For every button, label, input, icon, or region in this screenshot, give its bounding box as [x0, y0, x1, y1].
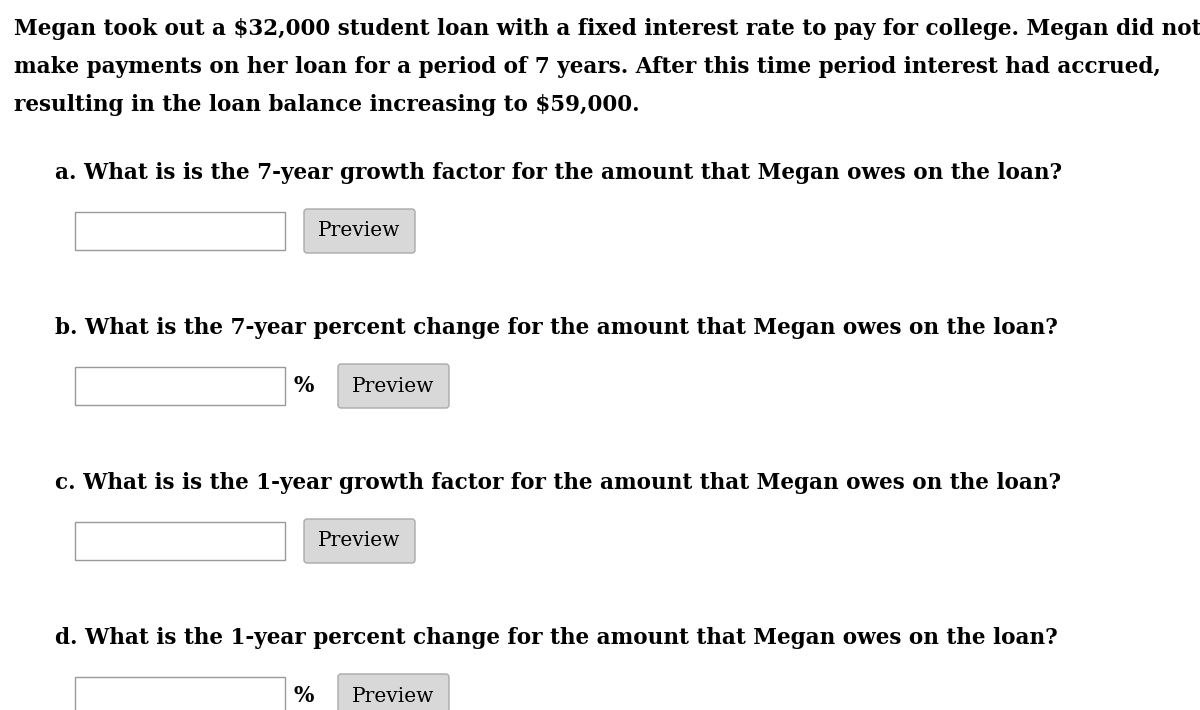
Text: %: %	[293, 685, 313, 707]
Text: Preview: Preview	[318, 532, 401, 550]
FancyBboxPatch shape	[74, 677, 286, 710]
Text: c. What is is the 1-year growth factor for the amount that Megan owes on the loa: c. What is is the 1-year growth factor f…	[55, 472, 1061, 494]
Text: b. What is the 7-year percent change for the amount that Megan owes on the loan?: b. What is the 7-year percent change for…	[55, 317, 1058, 339]
Text: a. What is is the 7-year growth factor for the amount that Megan owes on the loa: a. What is is the 7-year growth factor f…	[55, 162, 1062, 184]
Text: Preview: Preview	[353, 376, 434, 395]
FancyBboxPatch shape	[74, 522, 286, 560]
Text: resulting in the loan balance increasing to $59,000.: resulting in the loan balance increasing…	[14, 94, 640, 116]
Text: Preview: Preview	[353, 687, 434, 706]
FancyBboxPatch shape	[74, 367, 286, 405]
FancyBboxPatch shape	[338, 674, 449, 710]
FancyBboxPatch shape	[304, 519, 415, 563]
FancyBboxPatch shape	[74, 212, 286, 250]
Text: Preview: Preview	[318, 222, 401, 241]
Text: %: %	[293, 375, 313, 397]
Text: Megan took out a $32,000 student loan with a fixed interest rate to pay for coll: Megan took out a $32,000 student loan wi…	[14, 18, 1200, 40]
FancyBboxPatch shape	[338, 364, 449, 408]
FancyBboxPatch shape	[304, 209, 415, 253]
Text: make payments on her loan for a period of 7 years. After this time period intere: make payments on her loan for a period o…	[14, 56, 1160, 78]
Text: d. What is the 1-year percent change for the amount that Megan owes on the loan?: d. What is the 1-year percent change for…	[55, 627, 1057, 649]
